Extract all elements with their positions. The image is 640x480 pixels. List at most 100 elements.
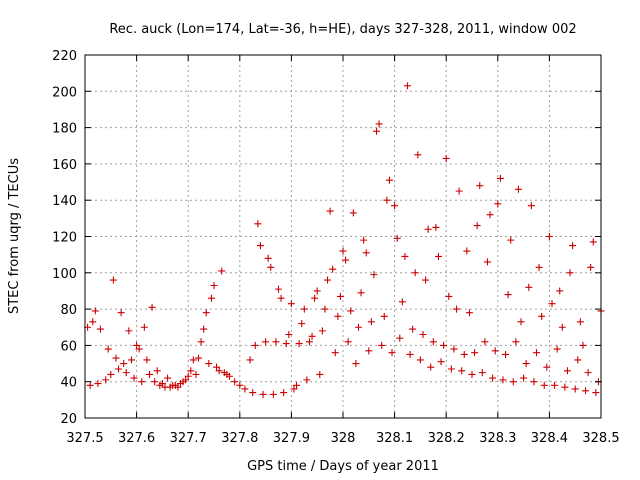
data-point	[153, 367, 161, 375]
y-tick-label: 40	[60, 376, 77, 391]
x-tick-label: 327.6	[118, 431, 155, 446]
data-point	[275, 285, 282, 293]
data-point	[401, 252, 409, 260]
data-point	[287, 300, 295, 308]
data-point	[316, 370, 324, 378]
data-point	[96, 325, 104, 333]
y-tick-labels: 20 40 60 80 100 120 140 160 180 200 220	[52, 49, 77, 427]
data-point	[473, 222, 481, 230]
data-point	[249, 389, 257, 397]
x-tick-label: 328.1	[376, 431, 413, 446]
data-point	[298, 320, 306, 328]
data-point	[107, 370, 115, 378]
data-point	[264, 254, 272, 262]
data-point	[393, 234, 401, 242]
data-point	[483, 258, 491, 266]
data-point	[533, 349, 540, 357]
data-point	[259, 390, 267, 398]
y-tick-label: 120	[52, 231, 77, 246]
data-point	[396, 334, 404, 342]
data-point	[378, 341, 386, 349]
data-point	[313, 287, 321, 295]
data-point	[530, 378, 538, 386]
data-point	[545, 233, 553, 240]
data-point	[104, 345, 112, 353]
data-point	[514, 185, 522, 193]
data-point	[143, 356, 151, 364]
data-point	[489, 374, 497, 382]
data-point	[404, 82, 411, 90]
y-tick-label: 200	[52, 85, 77, 100]
data-point	[481, 338, 489, 346]
data-point	[293, 381, 301, 389]
data-point	[535, 263, 543, 271]
data-point	[197, 338, 205, 346]
data-point	[189, 356, 197, 364]
data-point	[360, 236, 368, 244]
data-point	[262, 338, 270, 346]
data-point	[411, 269, 419, 277]
data-point	[354, 323, 362, 331]
data-point	[558, 323, 566, 331]
data-point	[504, 291, 512, 299]
data-point	[182, 376, 190, 384]
data-point	[507, 236, 515, 244]
data-point	[254, 220, 262, 228]
data-point	[326, 207, 334, 215]
data-point	[478, 369, 486, 377]
data-point	[331, 349, 339, 357]
data-point	[468, 370, 476, 378]
data-point	[321, 305, 329, 313]
x-tick-label: 327.9	[273, 431, 310, 446]
data-point	[349, 209, 357, 217]
y-tick-label: 160	[52, 158, 77, 173]
x-axis-label: GPS time / Days of year 2011	[247, 459, 439, 474]
data-point	[419, 331, 427, 339]
data-point	[373, 127, 381, 135]
data-point	[135, 345, 143, 353]
data-point	[424, 225, 432, 233]
x-tick-label: 328.3	[479, 431, 516, 446]
data-point	[442, 154, 450, 162]
data-point	[576, 318, 584, 326]
data-point	[465, 309, 473, 317]
x-tick-labels: 327.5 327.6 327.7 327.8 327.9 328 328.1 328.2 32…	[66, 431, 619, 446]
data-point	[256, 242, 264, 250]
data-point	[164, 374, 172, 382]
data-point	[200, 325, 208, 333]
data-point	[127, 356, 135, 364]
data-point	[383, 196, 391, 204]
data-point	[538, 312, 546, 320]
data-point	[225, 372, 233, 380]
data-point	[409, 325, 417, 333]
y-tick-label: 20	[60, 412, 77, 427]
data-point	[458, 367, 466, 375]
data-point	[427, 363, 435, 371]
data-point	[308, 332, 316, 340]
data-point	[437, 358, 445, 366]
data-point	[357, 289, 365, 297]
data-point	[589, 238, 597, 246]
data-point	[499, 376, 507, 384]
data-point	[398, 298, 406, 306]
data-point	[94, 380, 102, 388]
data-point	[352, 360, 360, 368]
data-point	[520, 374, 528, 382]
data-point	[133, 341, 141, 349]
data-point	[471, 349, 479, 357]
data-points	[84, 82, 605, 398]
data-point	[215, 367, 223, 375]
data-point	[416, 356, 424, 364]
data-point	[109, 276, 117, 284]
data-point	[367, 318, 375, 326]
data-point	[429, 338, 437, 346]
data-point	[213, 363, 221, 371]
data-point	[300, 305, 308, 313]
x-tick-label: 328.5	[582, 431, 619, 446]
data-point	[527, 202, 535, 210]
data-point	[517, 318, 525, 326]
data-point	[305, 338, 313, 346]
data-point	[447, 365, 455, 373]
y-tick-label: 140	[52, 194, 77, 209]
data-point	[272, 338, 280, 346]
